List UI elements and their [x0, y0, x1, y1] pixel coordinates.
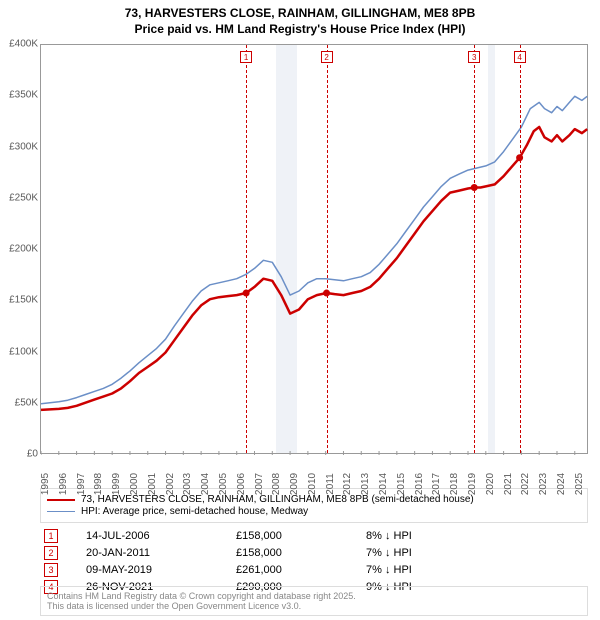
sale-row-marker: 2	[44, 546, 58, 560]
sale-row-marker: 3	[44, 563, 58, 577]
sale-marker-box: 4	[514, 51, 526, 63]
sale-row: 2 20-JAN-2011£158,0007% ↓ HPI	[40, 546, 588, 560]
x-tick-label: 2010	[307, 473, 318, 495]
x-tick-label: 1998	[93, 473, 104, 495]
title-line1: 73, HARVESTERS CLOSE, RAINHAM, GILLINGHA…	[125, 6, 476, 20]
legend-item: 73, HARVESTERS CLOSE, RAINHAM, GILLINGHA…	[47, 494, 581, 505]
legend-swatch	[47, 499, 75, 501]
x-tick-label: 2025	[574, 473, 585, 495]
x-tick-label: 2016	[414, 473, 425, 495]
x-tick-label: 2003	[182, 473, 193, 495]
x-tick-label: 2021	[503, 473, 514, 495]
footer-line1: Contains HM Land Registry data © Crown c…	[47, 591, 356, 601]
y-tick-label: £250K	[0, 192, 38, 203]
sale-diff: 8% ↓ HPI	[366, 530, 486, 542]
sale-price: £261,000	[236, 564, 366, 576]
x-tick-label: 2000	[129, 473, 140, 495]
x-tick-label: 2007	[254, 473, 265, 495]
house-price-chart: { "title_line1": "73, HARVESTERS CLOSE, …	[0, 0, 600, 620]
footer-attribution: Contains HM Land Registry data © Crown c…	[40, 586, 588, 616]
legend-label: 73, HARVESTERS CLOSE, RAINHAM, GILLINGHA…	[81, 494, 474, 505]
series-hpi	[41, 96, 587, 404]
y-tick-label: £0	[0, 449, 38, 460]
x-tick-label: 2008	[271, 473, 282, 495]
sale-marker-box: 2	[321, 51, 333, 63]
sale-price: £158,000	[236, 547, 366, 559]
sale-row-marker: 1	[44, 529, 58, 543]
y-tick-label: £100K	[0, 346, 38, 357]
legend-swatch	[47, 511, 75, 512]
footer-line2: This data is licensed under the Open Gov…	[47, 601, 301, 611]
x-tick-label: 2017	[431, 473, 442, 495]
plot-svg	[41, 45, 589, 455]
x-tick-label: 2011	[325, 473, 336, 495]
x-tick-label: 2006	[236, 473, 247, 495]
sale-date: 09-MAY-2019	[86, 564, 236, 576]
x-tick-label: 2022	[520, 473, 531, 495]
sale-marker-line	[520, 45, 521, 453]
legend-label: HPI: Average price, semi-detached house,…	[81, 506, 308, 517]
sale-row: 1 14-JUL-2006£158,0008% ↓ HPI	[40, 529, 588, 543]
sale-marker-line	[246, 45, 247, 453]
x-tick-label: 2013	[360, 473, 371, 495]
x-tick-label: 2015	[396, 473, 407, 495]
y-tick-label: £350K	[0, 90, 38, 101]
x-tick-label: 2005	[218, 473, 229, 495]
sale-price: £158,000	[236, 530, 366, 542]
sale-row: 3 09-MAY-2019£261,0007% ↓ HPI	[40, 563, 588, 577]
x-tick-label: 2012	[342, 473, 353, 495]
sale-marker-box: 3	[468, 51, 480, 63]
sale-marker-line	[327, 45, 328, 453]
chart-title: 73, HARVESTERS CLOSE, RAINHAM, GILLINGHA…	[0, 0, 600, 37]
sale-diff: 7% ↓ HPI	[366, 547, 486, 559]
sale-marker-line	[474, 45, 475, 453]
y-tick-label: £150K	[0, 295, 38, 306]
sale-date: 14-JUL-2006	[86, 530, 236, 542]
x-tick-label: 2004	[200, 473, 211, 495]
sale-date: 20-JAN-2011	[86, 547, 236, 559]
x-tick-label: 1999	[111, 473, 122, 495]
x-tick-label: 2024	[556, 473, 567, 495]
x-tick-label: 2014	[378, 473, 389, 495]
x-tick-label: 1997	[76, 473, 87, 495]
legend-item: HPI: Average price, semi-detached house,…	[47, 506, 581, 517]
x-tick-label: 2020	[485, 473, 496, 495]
x-tick-label: 2018	[449, 473, 460, 495]
y-tick-label: £200K	[0, 244, 38, 255]
y-tick-label: £50K	[0, 397, 38, 408]
x-tick-label: 2009	[289, 473, 300, 495]
series-price_paid	[41, 127, 587, 410]
x-tick-label: 2019	[467, 473, 478, 495]
y-tick-label: £300K	[0, 141, 38, 152]
x-tick-label: 2001	[147, 473, 158, 495]
plot-area: 1 2 3 4	[40, 44, 588, 454]
sale-marker-box: 1	[240, 51, 252, 63]
title-line2: Price paid vs. HM Land Registry's House …	[135, 22, 466, 36]
x-tick-label: 2023	[538, 473, 549, 495]
x-tick-label: 2002	[165, 473, 176, 495]
sale-diff: 7% ↓ HPI	[366, 564, 486, 576]
x-tick-label: 1995	[40, 473, 51, 495]
x-tick-label: 1996	[58, 473, 69, 495]
y-tick-label: £400K	[0, 39, 38, 50]
